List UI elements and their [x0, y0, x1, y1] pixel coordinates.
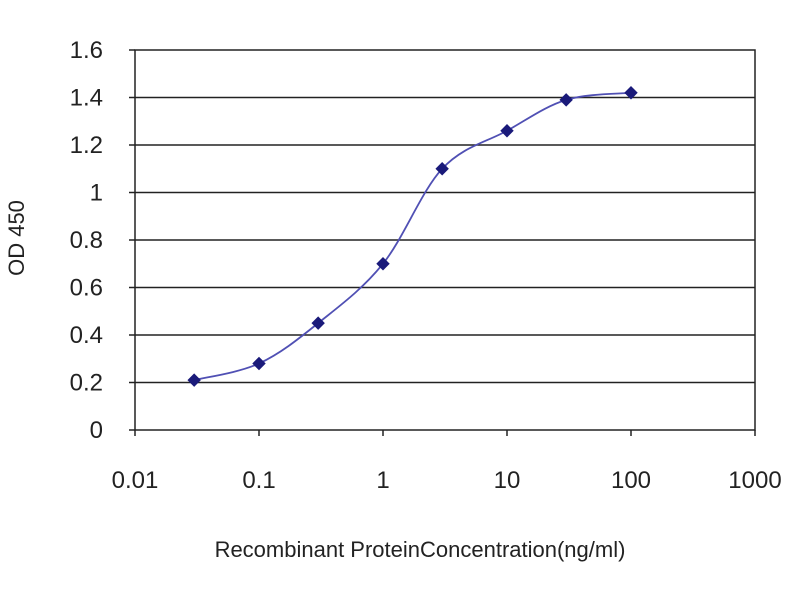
y-tick-label: 1.2 [70, 132, 103, 159]
y-axis-title: OD 450 [4, 200, 29, 276]
x-tick-label: 1 [376, 467, 389, 494]
series-layer [187, 86, 638, 387]
x-axis-title: Recombinant ProteinConcentration(ng/ml) [215, 537, 626, 562]
data-point-marker [187, 373, 201, 387]
x-tick-label: 0.1 [242, 467, 275, 494]
x-tick-label: 0.01 [112, 467, 159, 494]
data-point-marker [311, 316, 325, 330]
y-tick-label: 0.4 [70, 322, 103, 349]
y-tick-label: 1.6 [70, 37, 103, 64]
y-tick-label: 1.4 [70, 85, 103, 112]
grid-layer [135, 96, 755, 384]
tick-label-layer: 0 0.2 0.4 0.6 0.8 1 1.2 1.4 1.6 0.01 0.1 1 10 100 1000 [70, 37, 782, 494]
y-tick-label: 0.6 [70, 275, 103, 302]
series-line [193, 91, 632, 381]
y-tick-label: 0.8 [70, 227, 103, 254]
data-point-marker [376, 257, 390, 271]
data-point-marker [559, 93, 573, 107]
y-tick-label: 0 [90, 417, 103, 444]
y-tick-label: 1 [90, 180, 103, 207]
x-tick-label: 10 [494, 467, 521, 494]
x-tick-label: 1000 [728, 467, 781, 494]
tick-layer [129, 49, 756, 436]
data-point-marker [435, 162, 449, 176]
data-point-marker [252, 356, 266, 371]
x-tick-label: 100 [611, 467, 651, 494]
y-tick-label: 0.2 [70, 370, 103, 397]
data-point-marker [624, 86, 638, 100]
data-point-marker [500, 124, 514, 138]
